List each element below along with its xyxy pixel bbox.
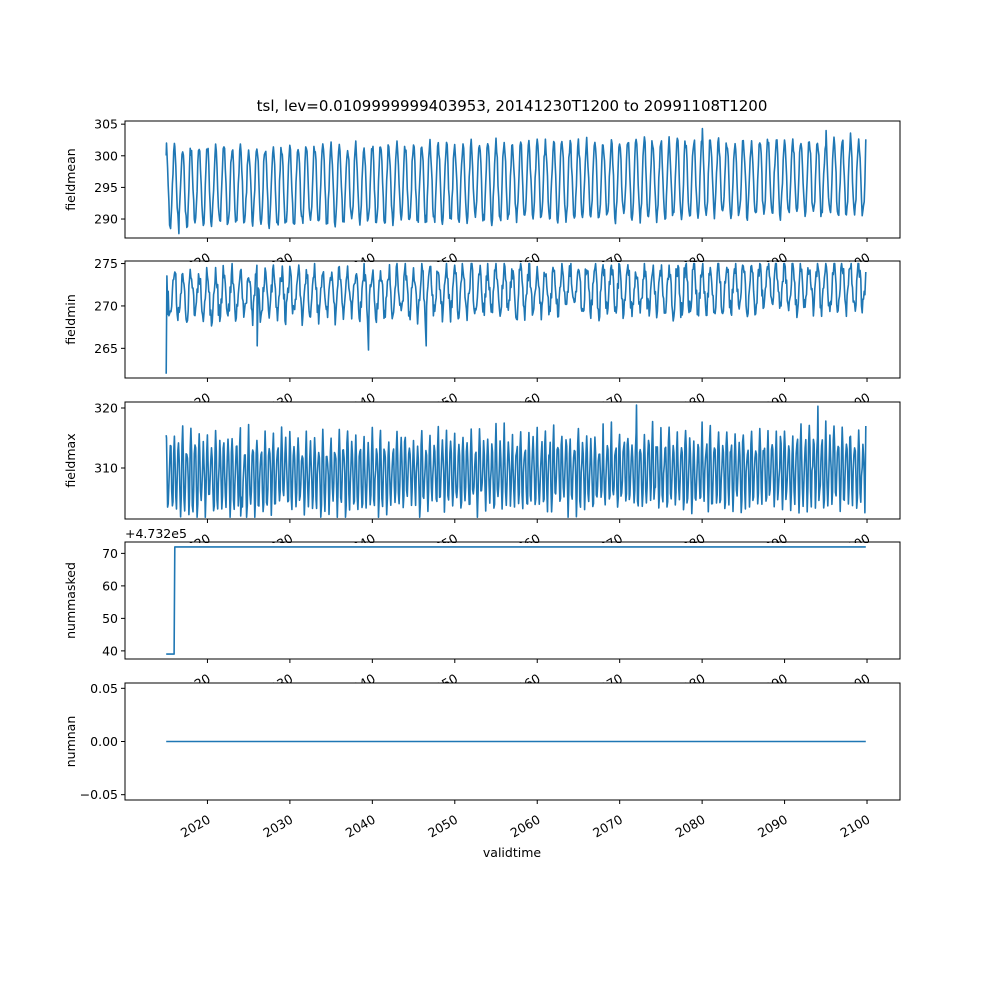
x-tick-label: 2080 <box>673 812 708 841</box>
series-line-fieldmin <box>165 262 867 374</box>
y-tick-label: 270 <box>94 298 118 313</box>
y-axis-label: fieldmax <box>63 433 78 487</box>
y-tick-label: 40 <box>102 643 118 658</box>
y-tick-label: 60 <box>102 578 118 593</box>
series-line-fieldmax <box>165 404 867 518</box>
y-tick-label: 295 <box>94 180 118 195</box>
chart-title: tsl, lev=0.0109999999403953, 20141230T12… <box>257 97 768 115</box>
subplot-nummasked: 4050607020202030204020502060207020802090… <box>0 526 1000 703</box>
label-mask <box>0 543 1000 563</box>
series-line-fieldmean <box>165 127 867 235</box>
x-tick-label: 2070 <box>590 812 625 841</box>
label-mask <box>0 683 1000 703</box>
subplot-fieldmax: 3103202020203020402050206020702080209021… <box>0 401 1000 563</box>
y-axis-label: fieldmean <box>63 148 78 210</box>
axes-frame <box>124 260 901 379</box>
y-tick-label: 50 <box>102 611 118 626</box>
y-tick-label: 310 <box>94 461 118 476</box>
y-tick-label: 0.05 <box>90 681 118 696</box>
x-tick-label: 2020 <box>178 812 213 841</box>
y-tick-label: 300 <box>94 148 118 163</box>
label-mask <box>0 402 1000 422</box>
subplot-fieldmean: 2902953003052020203020402050206020702080… <box>0 117 1000 282</box>
y-tick-label: 290 <box>94 212 118 227</box>
y-tick-label: 275 <box>94 256 118 271</box>
label-mask <box>0 262 1000 282</box>
x-tick-label: 2040 <box>343 812 378 841</box>
y-offset-text: +4.732e5 <box>125 526 187 541</box>
x-tick-label: 2090 <box>755 812 790 841</box>
y-tick-label: 265 <box>94 341 118 356</box>
y-tick-label: 320 <box>94 401 118 416</box>
axes-frame <box>124 541 901 660</box>
y-tick-label: 70 <box>102 546 118 561</box>
y-tick-label: −0.05 <box>80 787 118 802</box>
x-axis-label: validtime <box>483 845 541 860</box>
subplot-numnan: −0.05 0.00 0.05 2020 2030 2040 2050 2060 2070 208… <box>63 681 901 841</box>
x-tick-label: 2050 <box>425 812 460 841</box>
x-tick-label: 2100 <box>837 812 872 841</box>
y-axis-label: nummasked <box>63 562 78 639</box>
axes-frame <box>124 401 901 520</box>
y-tick-label: 0.00 <box>90 734 118 749</box>
y-axis-label: fieldmin <box>63 294 78 345</box>
y-tick-label: 305 <box>94 117 118 132</box>
subplots: 290 295 300 305 2020 2030 2040 2050 2060 2070 2080… <box>0 117 1000 841</box>
series-line-nummasked <box>166 546 866 655</box>
axes-frame <box>124 120 901 239</box>
y-axis-label: numnan <box>63 716 78 768</box>
x-tick-label: 2030 <box>260 812 295 841</box>
x-tick-label: 2060 <box>508 812 543 841</box>
